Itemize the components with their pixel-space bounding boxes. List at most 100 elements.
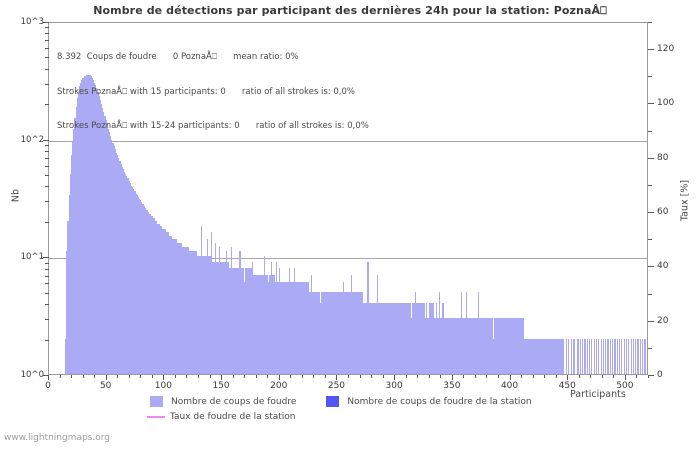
bar [299,282,301,374]
y-axis-right-tick [648,49,654,50]
bar [73,129,75,374]
bar [391,303,393,374]
bar [400,303,403,374]
bar [185,247,187,374]
x-axis-tick-label: 150 [212,381,230,391]
bar [215,242,217,374]
bar [275,282,277,374]
bar [420,303,422,374]
bar [167,232,170,374]
bar [635,338,637,374]
bar [109,132,111,374]
bar [625,338,628,374]
bar [259,274,261,374]
bar [437,317,440,374]
bar [76,98,78,374]
bar [531,338,533,374]
y-axis-left-tick-label: 10^3 [20,17,44,27]
bar [418,303,420,374]
y-axis-right-labels: 0 20 40 60 80 100 120 [657,22,697,380]
bar [481,317,483,374]
bar [535,338,538,374]
bar [336,291,338,374]
bar [380,303,382,374]
bar [512,317,515,374]
bar [189,251,191,374]
bar [208,256,210,374]
bar [334,291,336,374]
x-axis-tick [394,375,395,380]
bar [219,261,221,374]
bar [433,303,435,374]
bar [367,261,369,374]
bar [407,303,410,374]
bar [187,247,189,374]
bar [474,317,476,374]
legend-item-total-strokes[interactable]: Nombre de coups de foudre [150,396,296,407]
bar [166,232,168,374]
legend-item-station-strokes[interactable]: Nombre de coups de foudre de la station [326,396,532,407]
x-axis-tick-label: 100 [154,381,172,391]
bar [459,317,461,374]
y-axis-left-minor-tick [45,48,49,49]
bar [145,209,148,374]
bar [396,303,398,374]
bar [314,291,316,374]
bar [417,303,419,374]
bar [384,303,386,374]
x-axis-minor-tick [533,375,534,378]
bar [122,169,125,374]
bar [98,95,100,374]
y-axis-right-tick-label: 120 [657,44,675,55]
bar [607,338,609,374]
y-axis-left-minor-tick [45,340,49,341]
annotation-line-15p: Strokes PoznaÅ⎕ with 15 participants: 0 … [57,86,355,97]
bar [332,291,335,374]
bar [475,317,478,374]
legend-item-station-rate[interactable]: Taux de foudre de la station [147,412,295,422]
bar [352,291,354,374]
bar [249,267,251,374]
y-axis-left-tick [43,257,49,258]
bar [441,317,443,374]
bar [621,338,623,374]
bar [72,141,74,374]
bar [385,303,388,374]
bar [614,338,616,374]
bar [541,338,543,374]
bar [354,291,356,374]
bar [115,152,118,374]
bar [302,282,305,374]
bar [572,338,575,374]
y-axis-right-minor-tick [648,131,652,132]
bar [557,338,560,374]
bar [162,229,164,374]
bar [523,317,525,374]
bar [508,317,510,374]
bar [370,303,373,374]
bar [293,267,295,374]
bar [343,282,345,374]
bar [444,317,446,374]
bar [550,338,553,374]
bar [121,166,123,374]
x-axis-minor-tick [486,375,487,378]
y-axis-right-tick [648,266,654,267]
bar [595,338,598,374]
legend-line-icon [147,415,165,418]
bar [487,317,489,374]
y-axis-left-minor-tick [45,276,49,277]
bar [96,88,98,374]
bar [141,201,143,374]
bar [209,256,211,374]
y-axis-left-minor-tick [45,222,49,223]
bar [452,317,455,374]
bar [95,85,97,374]
bar [254,274,256,374]
bar [612,338,614,374]
bar [466,317,468,374]
bar [91,77,93,374]
bar [132,186,134,374]
y-axis-right-tick [648,375,654,376]
bar [379,303,381,374]
